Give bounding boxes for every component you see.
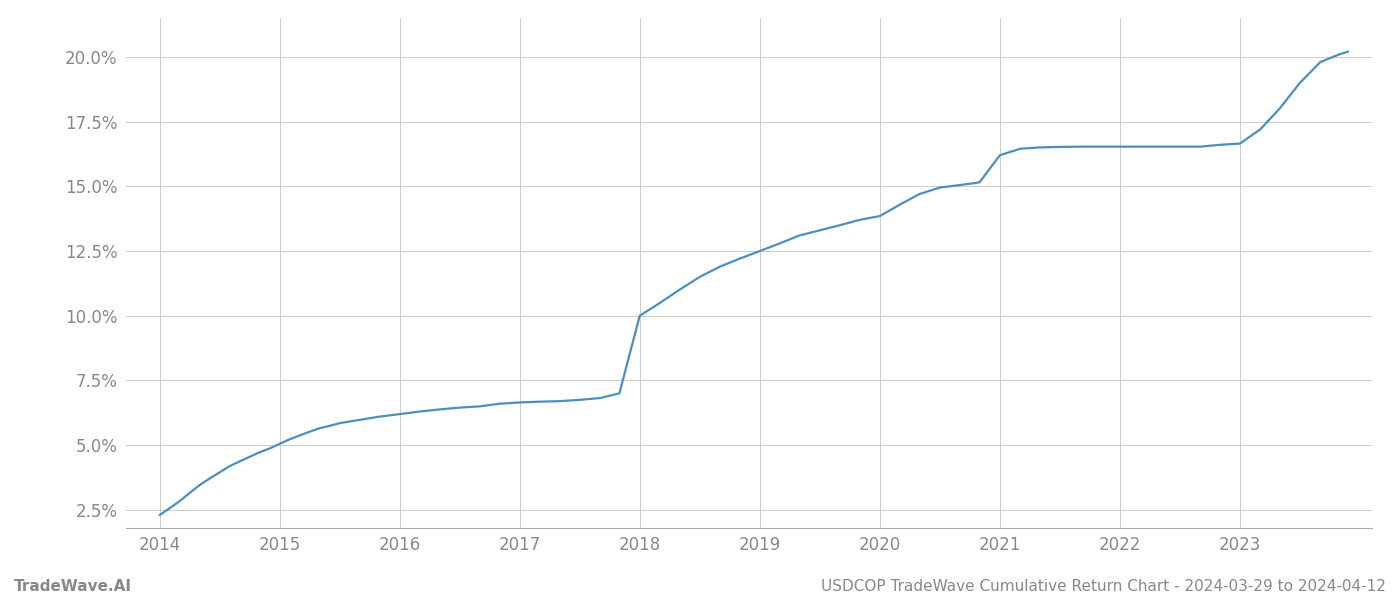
Text: TradeWave.AI: TradeWave.AI xyxy=(14,579,132,594)
Text: USDCOP TradeWave Cumulative Return Chart - 2024-03-29 to 2024-04-12: USDCOP TradeWave Cumulative Return Chart… xyxy=(822,579,1386,594)
